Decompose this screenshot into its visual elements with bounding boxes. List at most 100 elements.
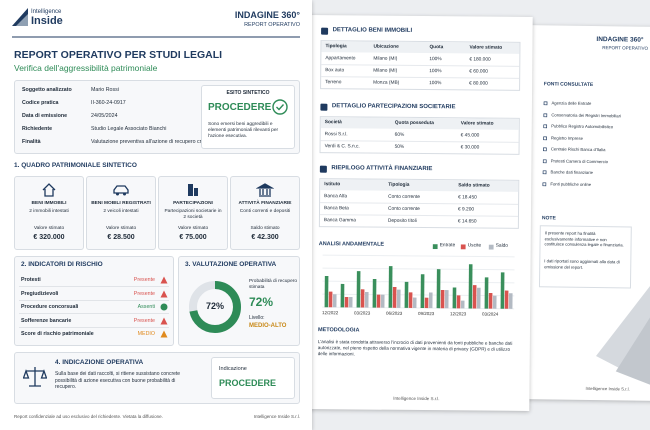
section-title: ANALISI ANDAMENTALE [318, 241, 385, 248]
x-tick-label: 09/2023 [418, 311, 435, 316]
bullet-box [543, 112, 548, 117]
bar [380, 294, 385, 308]
asset-card: PARTECIPAZIONI Partecipazioni societarie … [158, 176, 228, 250]
bullet-box [542, 158, 547, 163]
risk-status: Presente [133, 290, 155, 297]
bar [456, 295, 461, 309]
legend-label: Saldo [495, 243, 509, 249]
note-text: I dati riportati sono aggiornati alla da… [544, 258, 620, 270]
cell: 60% [394, 132, 405, 138]
cell: € 30.000 [460, 145, 480, 151]
bullet-box [542, 181, 547, 186]
indication-result: Indicazione PROCEDERE [211, 357, 295, 399]
level: MEDIO-ALTO [249, 323, 287, 329]
card-icon [188, 184, 198, 196]
bar [360, 289, 365, 308]
bar [408, 292, 413, 308]
source-item: Registro Imprese [551, 134, 583, 141]
bar [424, 297, 429, 309]
bar [492, 295, 497, 309]
info-value: II-360-24-0917 [91, 100, 126, 106]
bar [392, 286, 397, 308]
bullet [543, 124, 548, 129]
source-item: Pubblico Registro Automobilistico [551, 123, 614, 130]
cell: € 18.450 [458, 195, 477, 201]
column-header: Quota [429, 45, 444, 51]
asset-card: ATTIVITÀ FINANZIARIE Conti correnti e dep… [230, 176, 300, 250]
section-title: 1. QUADRO PATRIMONIALE SINTETICO [14, 162, 137, 169]
risk-icon [160, 303, 168, 311]
legend-label: Uscite [467, 243, 482, 249]
risk-icon [160, 276, 168, 284]
legend-swatch [432, 244, 438, 250]
x-tick-label: 03/2023 [354, 310, 371, 315]
ok-icon [160, 303, 168, 311]
icon [321, 27, 329, 35]
card-icon [113, 185, 129, 196]
valuation-box: 3. VALUTAZIONE OPERATIVA 72% Probabilità d… [178, 256, 300, 346]
bar [356, 271, 361, 308]
bar [388, 266, 393, 308]
risk-status: Presente [133, 277, 155, 283]
cell: Deposito titoli [387, 218, 417, 224]
bar [404, 281, 409, 308]
bar [344, 296, 349, 308]
bullet [542, 181, 547, 186]
bullet [543, 147, 547, 152]
column-header: Valore stimato [460, 121, 494, 127]
risk-label: Procedure concorsuali [21, 304, 79, 310]
column-header: Quota posseduta [394, 120, 434, 127]
cell: € 45.000 [460, 133, 480, 139]
risk-box: 2. INDICATORI DI RISCHIO Protesti Presente… [14, 256, 174, 346]
bar [440, 290, 445, 309]
header-rule [12, 36, 300, 38]
table: Istituto Tipologia Saldo stimato Banca Alfa… [318, 178, 520, 229]
risk-label: Sofferenze bancarie [21, 317, 72, 324]
wheel [116, 192, 119, 196]
info-label: Codice pratica [22, 100, 59, 106]
check [276, 104, 285, 111]
cell: Banca Beta [324, 206, 349, 212]
car-icon [113, 185, 129, 194]
level-label: Livello: [249, 315, 265, 321]
info-label: Richiedente [22, 126, 53, 132]
table: Tipologia Ubicazione Quota Valore stimato Ap… [320, 40, 521, 91]
check-circle [272, 99, 288, 115]
warn-icon [160, 330, 168, 338]
page-3: INDAGINE 360° REPORT OPERATIVO FONTI CONSU… [525, 25, 650, 401]
info-label: Data di emissione [22, 113, 68, 119]
house-icon [42, 183, 56, 197]
bullet [542, 170, 547, 175]
gridline [322, 280, 515, 284]
indication-box: 4. INDICAZIONE OPERATIVA Sulla base dei d… [14, 352, 300, 404]
icon [319, 165, 327, 173]
card-value: € 28.500 [107, 234, 135, 241]
decoration [596, 276, 650, 387]
cell: Appartamento [325, 56, 356, 62]
indication-label: Indicazione [219, 366, 247, 372]
x-tick-label: 03/2024 [482, 312, 499, 317]
footer: Intelligence Inside S.r.l. [253, 414, 300, 419]
header-title: INDAGINE 360° [234, 10, 300, 20]
indication-text: Sulla base dei dati raccolti, si ritiene… [55, 371, 181, 390]
risk-status: MEDIO [137, 331, 155, 337]
section-title: RIEPILOGO ATTIVITÀ FINANZIARIE [331, 165, 433, 173]
column-header: Valore stimato [469, 45, 503, 51]
bar [488, 293, 493, 309]
risk-icon [160, 290, 168, 297]
bar [476, 287, 481, 309]
bullet-box [542, 170, 547, 175]
row-rule [19, 313, 169, 314]
gridline [322, 254, 515, 258]
swatch [460, 244, 466, 250]
info-value: Mario Rossi [91, 87, 119, 93]
logo-text: Inside [31, 15, 63, 27]
cell: 100% [429, 69, 442, 75]
cell: € 14.650 [457, 219, 477, 225]
section-title: DETTAGLIO PARTECIPAZIONI SOCIETARIE [331, 103, 456, 111]
cell: € 80.000 [469, 81, 488, 87]
bar [324, 275, 329, 308]
icon [320, 103, 328, 111]
row-rule [320, 202, 519, 205]
cell: € 180.000 [469, 57, 491, 63]
